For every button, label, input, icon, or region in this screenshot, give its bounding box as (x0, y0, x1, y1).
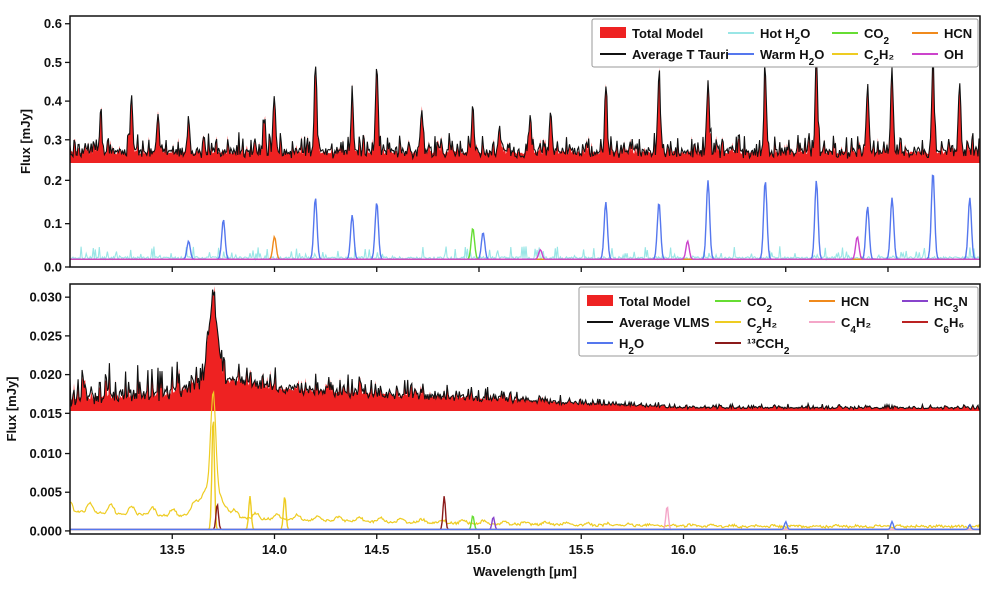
component-line-13cch2 (70, 496, 980, 531)
legend-label: Hot H2O (760, 26, 810, 47)
hot-water-line (70, 246, 980, 262)
plot-area (70, 286, 980, 531)
legend-label: Average VLMS (619, 315, 710, 330)
observed-spectrum-line (70, 289, 980, 411)
upper-y-tick-label: 0.015 (29, 406, 62, 421)
legend-label: HCN (944, 26, 972, 41)
lower-y-tick-label: 0.0 (44, 260, 62, 275)
x-tick-label: 13.5 (160, 542, 185, 557)
legend-label: Average T Tauri (632, 47, 729, 62)
x-axis-label: Wavelength [µm] (473, 564, 577, 579)
legend-label: CO2 (747, 294, 773, 315)
plot-area (70, 41, 980, 262)
legend-swatch (587, 295, 613, 306)
legend-label: C6H₆ (934, 315, 964, 336)
total-model-fill (70, 286, 980, 411)
legend-box (591, 18, 979, 68)
x-tick-label: 15.5 (569, 542, 594, 557)
legend-label: C2H₂ (864, 47, 894, 68)
legend-label: ¹³CCH2 (747, 336, 790, 357)
component-line-co2 (70, 515, 980, 531)
panel-frame (69, 15, 981, 268)
x-tick-label: 17.0 (875, 542, 900, 557)
lower-y-tick-label: 0.005 (29, 485, 62, 500)
legend-label: Total Model (632, 26, 703, 41)
legend-label: HCN (841, 294, 869, 309)
x-tick-label: 16.5 (773, 542, 798, 557)
upper-y-tick-label: 0.5 (44, 55, 62, 70)
x-tick-label: 16.0 (671, 542, 696, 557)
legend-label: OH (944, 47, 964, 62)
legend-label: HC3N (934, 294, 968, 315)
top-panel: 0.3 0.4 0.5 0.6 0.0 0.1 0.2 Total Model Average … (44, 15, 981, 275)
upper-y-tick-label: 0.020 (29, 367, 62, 382)
x-tick-label: 14.5 (364, 542, 389, 557)
lower-y-tick-label: 0.1 (44, 216, 62, 231)
legend-label: CO2 (864, 26, 890, 47)
x-tick-label: 15.0 (466, 542, 491, 557)
lower-y-tick-label: 0.000 (29, 523, 62, 538)
upper-y-tick-label: 0.3 (44, 132, 62, 147)
legend-label: Total Model (619, 294, 690, 309)
panel-frame (69, 283, 981, 535)
component-line-oh (70, 235, 980, 260)
lower-y-tick-label: 0.010 (29, 446, 62, 461)
legend-label: C4H₂ (841, 315, 871, 336)
lower-y-tick-label: 0.2 (44, 173, 62, 188)
component-line-c2h2 (70, 421, 980, 531)
upper-y-tick-label: 0.4 (44, 94, 63, 109)
upper-y-tick-label: 0.6 (44, 16, 62, 31)
top-y-axis-label: Flux [mJy] (18, 109, 33, 174)
legend-label: H2O (619, 336, 644, 357)
total-model-fill (70, 41, 980, 163)
bottom-y-axis-label: Flux [mJy] (4, 376, 19, 441)
legend-swatch (600, 27, 626, 38)
legend-label: Warm H2O (760, 47, 824, 68)
observed-spectrum-line (70, 45, 980, 161)
upper-y-tick-label: 0.030 (29, 290, 62, 305)
bottom-panel: 0.015 0.020 0.025 0.030 0.000 0.005 0.010 13.5 1… (29, 283, 981, 557)
legend-label: C2H₂ (747, 315, 777, 336)
upper-y-tick-label: 0.025 (29, 328, 62, 343)
c2h2-component-line (70, 390, 980, 529)
component-line-h2o (70, 519, 980, 531)
component-line-warm h2o (70, 174, 980, 260)
legend-box (578, 286, 979, 357)
x-tick-label: 14.0 (262, 542, 287, 557)
component-line-hc3n (70, 516, 980, 531)
